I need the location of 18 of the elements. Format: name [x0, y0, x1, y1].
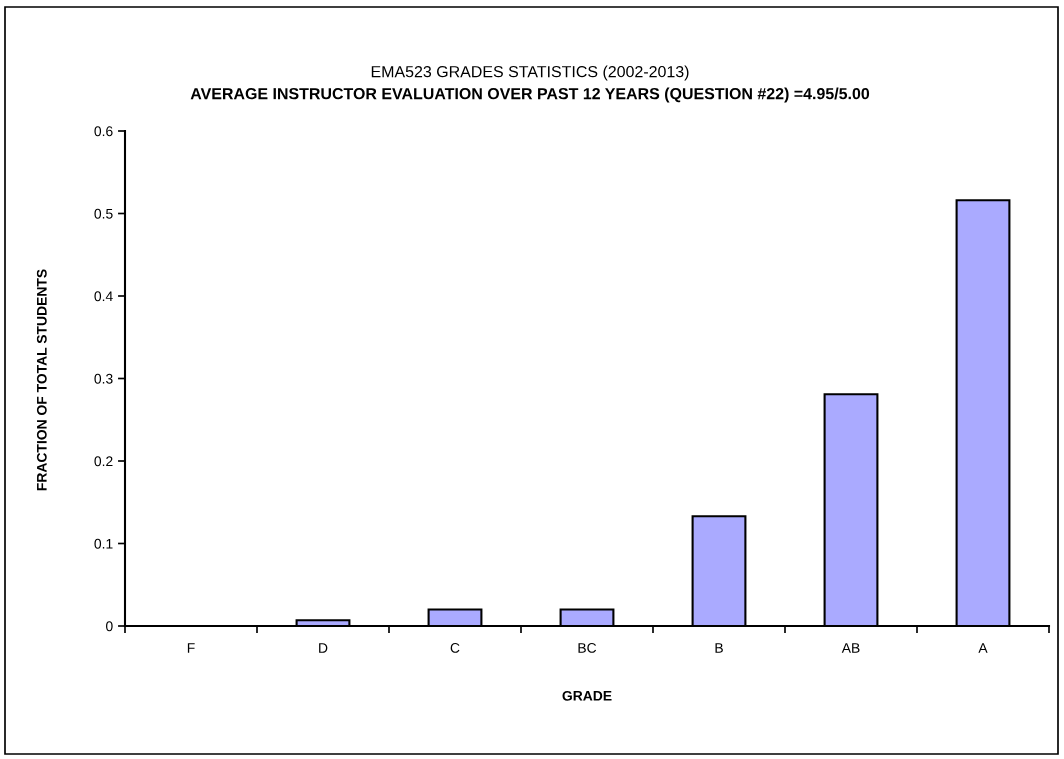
x-tick-label: F [187, 643, 195, 653]
chart-subtitle: AVERAGE INSTRUCTOR EVALUATION OVER PAST 12 YEARS (QUESTION #22) =4.95/5.00 [190, 87, 870, 103]
x-tick-label: B [715, 643, 723, 653]
x-tick-label: C [450, 643, 460, 653]
x-axis-title: GRADE [562, 690, 612, 701]
y-tick-label: 0.3 [94, 373, 113, 384]
x-tick-label: AB [841, 643, 860, 653]
chart-title: EMA523 GRADES STATISTICS (2002-2013) [371, 65, 689, 81]
y-tick-label: 0.1 [94, 538, 113, 549]
y-axis-title: FRACTION OF TOTAL STUDENTS [36, 269, 47, 491]
y-tick-label: 0 [106, 621, 113, 632]
x-tick-label: D [319, 643, 328, 653]
y-tick-label: 0.6 [94, 126, 113, 137]
y-tick-label: 0.2 [94, 456, 113, 467]
y-tick-label: 0.4 [94, 291, 113, 302]
y-tick-label: 0.5 [94, 208, 113, 219]
x-tick-label: A [978, 643, 988, 653]
x-tick-label: BC [578, 643, 597, 653]
